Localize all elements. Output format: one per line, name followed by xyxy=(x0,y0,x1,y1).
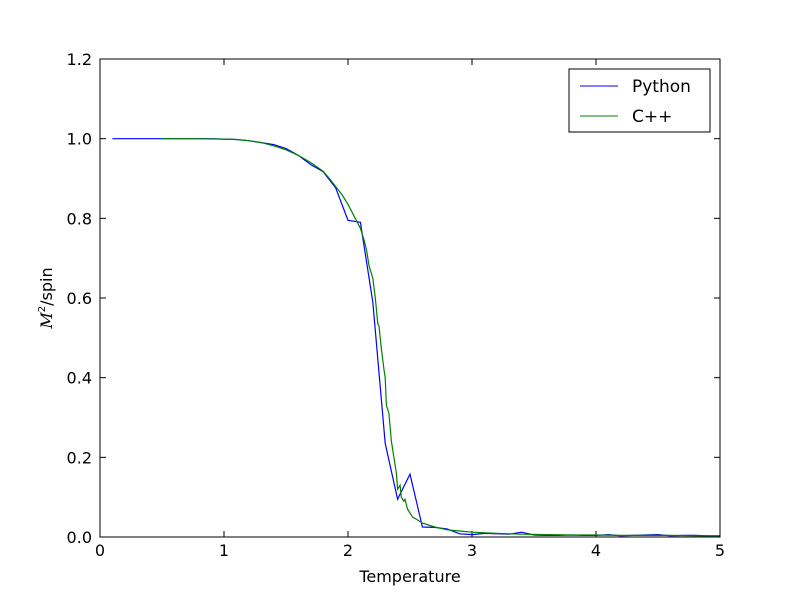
x-tick-label: 3 xyxy=(467,541,477,560)
legend-label-python: Python xyxy=(632,77,691,97)
x-tick-label: 0 xyxy=(95,541,105,560)
y-tick-label: 0.4 xyxy=(67,369,92,388)
x-tick-label: 1 xyxy=(219,541,229,560)
x-tick-label: 5 xyxy=(715,541,725,560)
x-axis-label: Temperature xyxy=(358,567,460,586)
plot-frame xyxy=(99,58,721,538)
series-line-python xyxy=(112,138,720,537)
y-tick-label: 0.8 xyxy=(67,209,92,228)
y-tick-label: 0.2 xyxy=(67,448,92,467)
y-tick-label: 1.0 xyxy=(67,130,92,149)
series-line-cpp xyxy=(162,138,720,537)
legend-label-cpp: C++ xyxy=(632,107,672,127)
x-tick-label: 2 xyxy=(343,541,353,560)
y-axis-label: M2/spin xyxy=(37,267,56,329)
y-tick-label: 0.6 xyxy=(67,289,92,308)
x-tick-label: 4 xyxy=(591,541,601,560)
legend: Python C++ xyxy=(568,68,711,133)
y-tick-label: 0.0 xyxy=(67,528,92,547)
y-tick-label: 1.2 xyxy=(67,50,92,69)
legend-box xyxy=(568,68,711,133)
